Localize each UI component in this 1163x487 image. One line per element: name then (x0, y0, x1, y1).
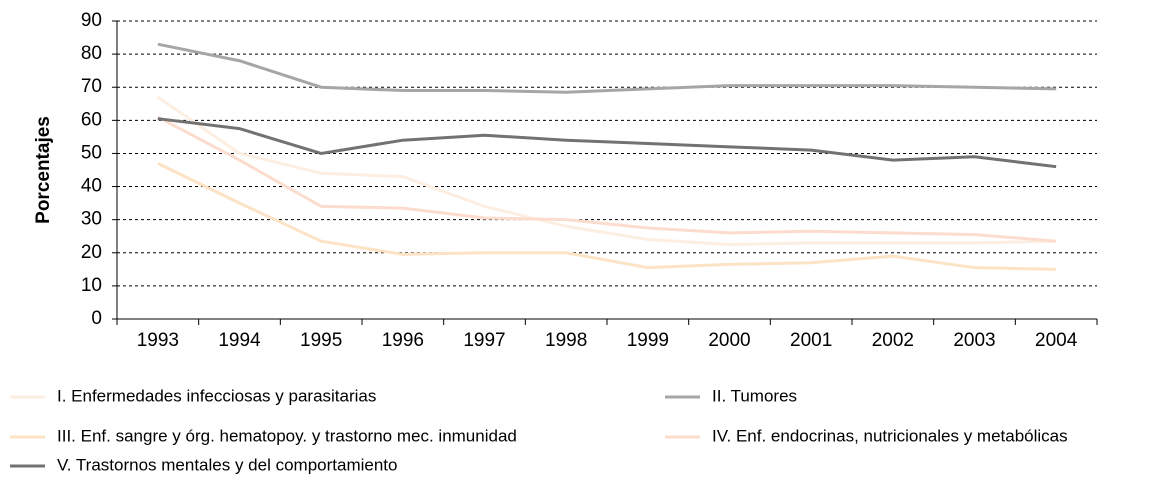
legend-label: I. Enfermedades infecciosas y parasitari… (57, 386, 376, 405)
y-axis-label: Porcentajes (33, 116, 54, 224)
x-tick-label: 1998 (545, 330, 587, 351)
y-tick-label: 30 (81, 209, 102, 230)
x-tick-label: 2001 (790, 330, 832, 351)
x-tick-label: 1999 (627, 330, 669, 351)
y-tick-label: 0 (91, 308, 102, 329)
y-tick-label: 40 (81, 176, 102, 197)
x-tick-label: 1996 (382, 330, 424, 351)
x-tick-label: 2003 (953, 330, 995, 351)
y-tick-label: 20 (81, 242, 102, 263)
series-line (156, 95, 1057, 247)
series-line (157, 42, 1057, 94)
series-line (157, 115, 1057, 243)
legend-label: III. Enf. sangre y órg. hematopoy. y tra… (57, 426, 517, 445)
x-tick-label: 1993 (137, 330, 179, 351)
x-tick-label: 1997 (463, 330, 505, 351)
legend-label: IV. Enf. endocrinas, nutricionales y met… (712, 426, 1068, 445)
y-tick-label: 10 (81, 275, 102, 296)
x-tick-label: 2002 (872, 330, 914, 351)
x-tick-label: 1994 (218, 330, 261, 351)
legend-label: V. Trastornos mentales y del comportamie… (57, 455, 397, 474)
y-tick-label: 70 (81, 76, 102, 97)
x-tick-label: 1995 (300, 330, 342, 351)
x-tick-label: 2004 (1035, 330, 1078, 351)
y-tick-label: 50 (81, 142, 102, 163)
series-line (157, 162, 1057, 271)
y-tick-label: 80 (81, 43, 102, 64)
y-tick-label: 60 (81, 109, 102, 130)
legend-label: II. Tumores (712, 386, 797, 405)
x-tick-label: 2000 (708, 330, 750, 351)
y-tick-label: 90 (81, 10, 102, 31)
series-line (157, 117, 1057, 169)
